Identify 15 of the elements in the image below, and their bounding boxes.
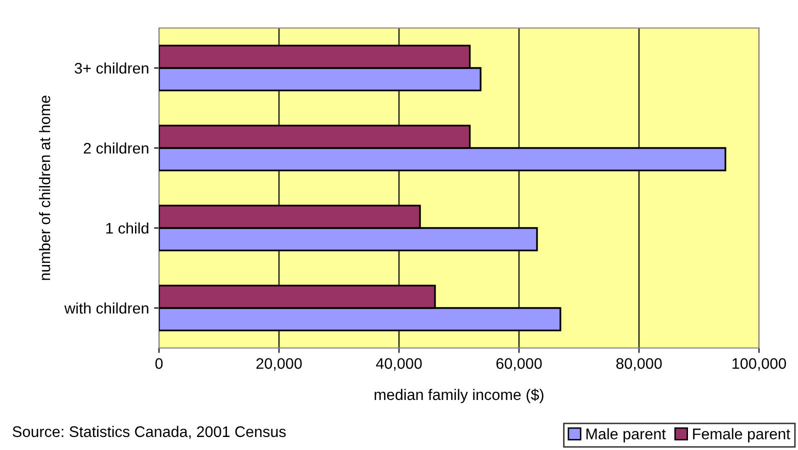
y-tick-label: 1 child <box>106 222 148 234</box>
x-axis-title: median family income ($) <box>374 388 544 404</box>
legend-label: Male parent <box>586 428 666 442</box>
y-axis-title: number of children at home <box>39 96 50 280</box>
legend-label: Female parent <box>693 428 790 442</box>
x-tick-label: 40,000 <box>376 358 422 371</box>
y-tick-label: 3+ children <box>74 62 148 74</box>
y-tick-label: with children <box>64 302 148 314</box>
source-note: Source: Statistics Canada, 2001 Census <box>12 426 286 439</box>
x-tick-label: 0 <box>155 358 163 369</box>
y-tick-label: 2 children <box>84 142 148 154</box>
x-tick-label: 80,000 <box>616 358 662 371</box>
x-tick-label: 60,000 <box>496 358 542 371</box>
x-tick-label: 20,000 <box>256 358 302 371</box>
x-tick-label: 100,000 <box>732 358 786 371</box>
